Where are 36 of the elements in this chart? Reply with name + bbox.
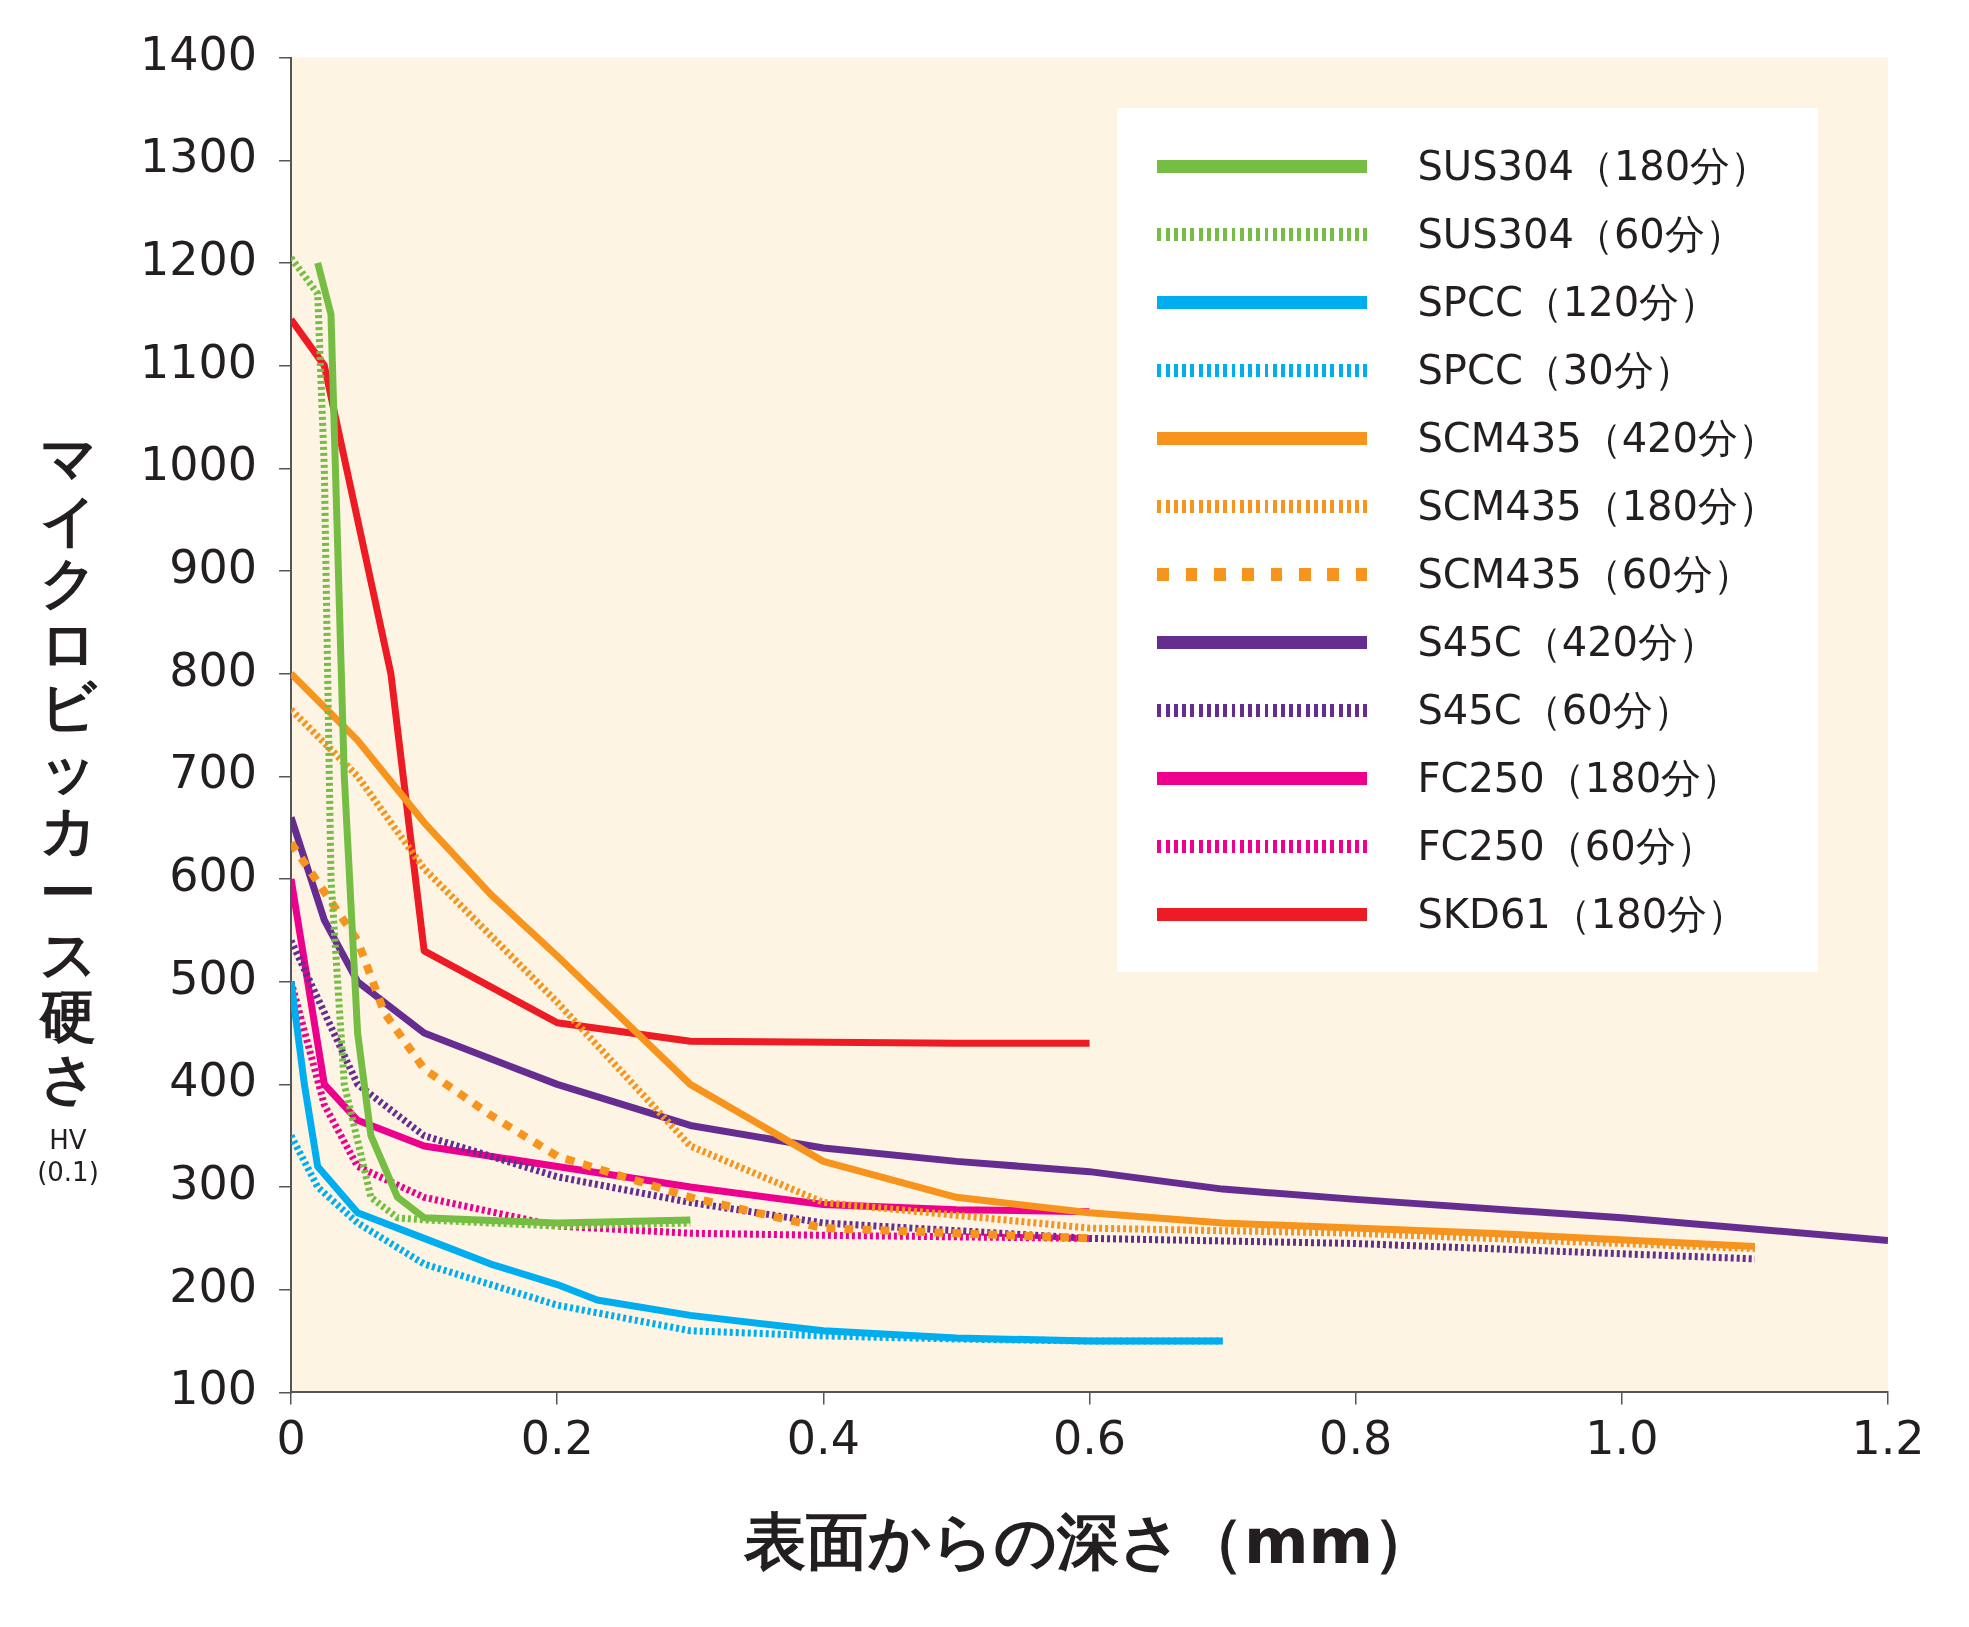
x-tick-label: 0 [276,1410,306,1465]
x-tick-label: 0.8 [1319,1410,1393,1465]
y-tick-label: 1200 [139,231,258,286]
y-tick-label: 100 [169,1361,258,1416]
legend-label: S45C（420分） [1417,617,1719,667]
text: マイクロビッカース硬さ [39,426,97,1111]
y-tick-label: 1300 [139,129,258,184]
legend-label: SCM435（180分） [1417,481,1778,531]
y-tick-label: 800 [169,642,258,697]
y-tick-label: 200 [169,1258,258,1313]
legend-label: SCM435（60分） [1417,549,1753,599]
y-tick-label: 400 [169,1053,258,1108]
y-tick-label: 300 [169,1156,258,1210]
legend-label: SUS304（180分） [1417,141,1771,191]
legend-label: SKD61（180分） [1417,889,1748,939]
x-tick-label: 0.2 [520,1410,594,1465]
legend-label: FC250（180分） [1417,753,1742,803]
legend-label: SPCC（30分） [1417,345,1694,395]
legend-label: SPCC（120分） [1417,277,1720,327]
text: HV (0.1) [37,1124,99,1188]
y-tick-label: 1000 [139,437,258,492]
x-tick-label: 1.0 [1585,1410,1659,1465]
legend-label: S45C（60分） [1417,685,1693,735]
y-tick-label: 600 [169,847,258,902]
x-tick-label: 0.4 [786,1410,860,1465]
y-tick-label: 1400 [139,26,258,81]
y-tick-label: 1100 [139,334,258,389]
y-tick-label: 500 [169,950,258,1005]
x-tick-label: 0.6 [1052,1410,1127,1465]
y-tick-label: 700 [169,745,258,800]
y-tick-label: 900 [169,539,258,594]
legend-label: FC250（60分） [1417,821,1716,871]
x-tick-label: 1.2 [1851,1410,1925,1465]
legend-label: SUS304（60分） [1417,209,1745,259]
x-axis-title: 表面からの深さ（mm） [742,1504,1436,1578]
legend-label: SCM435（420分） [1417,413,1778,463]
